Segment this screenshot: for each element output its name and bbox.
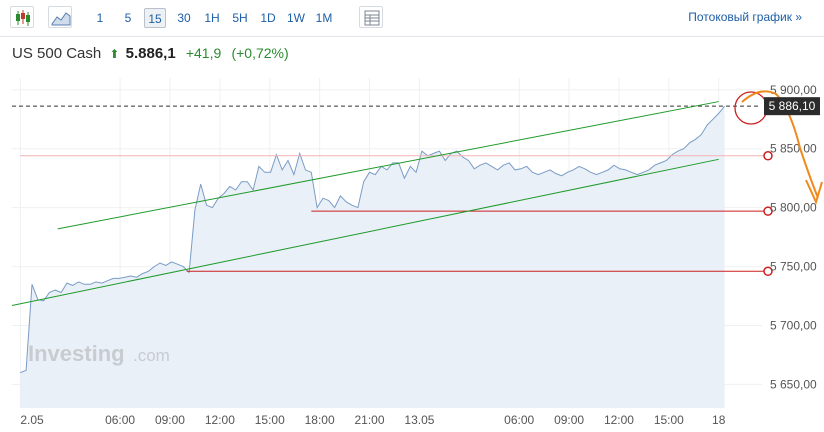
y-tick-label: 5 900,00 [770,83,817,97]
y-tick-label: 5 750,00 [770,260,817,274]
x-tick-label: 15:00 [255,413,285,427]
level-handle [763,206,773,216]
watermark-suffix: .com [133,346,170,365]
x-tick-label: 09:00 [554,413,584,427]
trend-line [11,158,719,306]
timeframe-5[interactable]: 5 [124,11,132,25]
x-tick-label: 09:00 [155,413,185,427]
horizontal-levels [12,105,773,277]
level-handle [763,151,773,161]
price-line [20,105,725,374]
timeframe-5h[interactable]: 5H [232,11,248,25]
level-handle [763,266,773,277]
forecast-arrow-head [805,179,823,205]
price-area [20,105,725,408]
table-icon[interactable] [359,6,383,28]
price-chart[interactable]: 5 900,00 5 850,00 5 800,00 5 750,00 5 700,00… [0,78,824,432]
x-tick-label: 12:00 [604,413,634,427]
stream-chart-link[interactable]: Потоковый график » [688,10,802,24]
timeframe-1h[interactable]: 1H [204,11,220,25]
y-axis: 5 900,00 5 850,00 5 800,00 5 750,00 5 700,00… [770,83,817,392]
timeframe-1w[interactable]: 1W [287,11,305,25]
y-tick-label: 5 700,00 [770,319,817,333]
x-tick-label: 18:00 [305,413,335,427]
chart-toolbar: 1 5 15 30 1H 5H 1D 1W 1M Потоковый графи… [0,0,824,37]
candlestick-icon[interactable] [10,6,34,28]
x-tick-label: 15:00 [654,413,684,427]
current-price-tag: 5 886,10 [764,97,820,116]
x-tick-label: 13.05 [404,413,434,427]
timeframe-1d[interactable]: 1D [260,11,276,25]
trend-line [57,101,719,230]
instrument-name: US 500 Cash [12,45,102,62]
last-price: 5.886,1 [125,45,176,62]
area-fill [20,106,725,408]
x-tick-label: 06:00 [105,413,135,427]
investing-watermark: Investing .com [28,341,170,366]
area-chart-icon[interactable] [48,6,72,28]
timeframe-1m[interactable]: 1M [315,11,333,25]
x-tick-label: 2.05 [20,413,44,427]
timeframe-1[interactable]: 1 [96,11,104,25]
price-change: +41,9 [185,45,222,61]
y-tick-label: 5 850,00 [770,142,817,156]
timeframe-30[interactable]: 30 [177,11,191,25]
x-tick-label: 06:00 [504,413,534,427]
watermark-brand: Investing [28,341,125,366]
trend-lines [11,101,719,306]
price-tag-label: 5 886,10 [769,99,816,113]
x-tick-label: 12:00 [205,413,235,427]
highlight-circle [734,91,768,125]
price-change-percent: (+0,72%) [231,45,289,61]
x-axis: 2.05 06:00 09:00 12:00 15:00 18:00 21:00 13.05 0… [20,413,725,427]
up-arrow-icon: ⬆ [109,47,120,61]
x-tick-label: 21:00 [355,413,385,427]
y-tick-label: 5 800,00 [770,201,817,215]
y-tick-label: 5 650,00 [770,377,817,391]
price-tag-box [764,97,820,116]
timeframe-15[interactable]: 15 [144,8,166,28]
instrument-header: US 500 Cash ⬆ 5.886,1 +41,9 (+0,72%) [12,45,289,65]
x-tick-label: 18 [712,413,726,427]
